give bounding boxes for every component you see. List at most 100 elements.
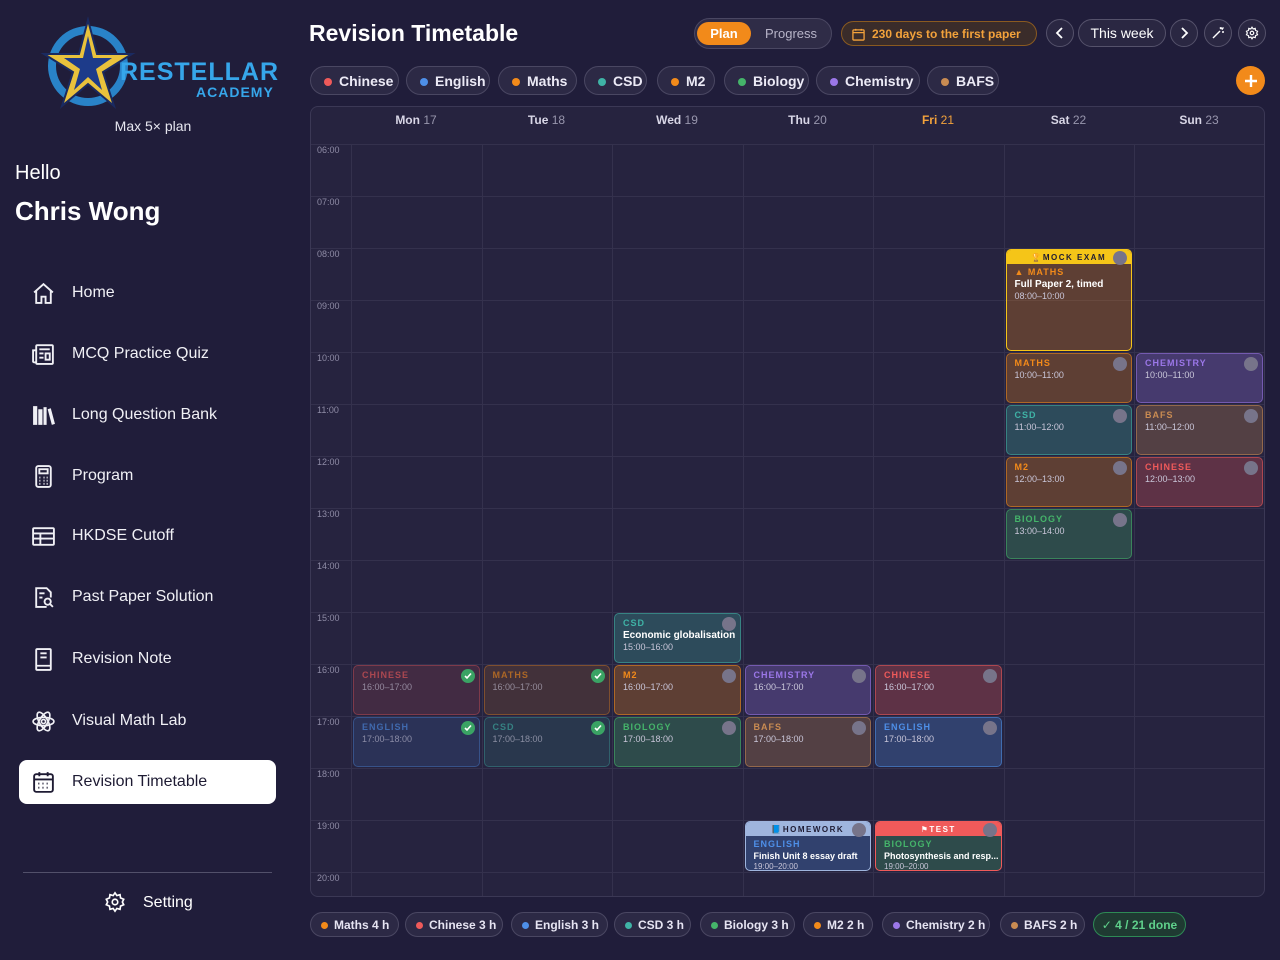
nav-item-hkdse-cutoff[interactable]: HKDSE Cutoff: [19, 514, 276, 558]
session-subject: CHINESE: [1145, 462, 1193, 472]
session-subject: ENGLISH: [362, 722, 410, 732]
column-divider: [742, 144, 744, 896]
nav-item-revision-note[interactable]: Revision Note: [19, 637, 276, 681]
nav-item-mcq-practice-quiz[interactable]: MCQ Practice Quiz: [19, 332, 276, 376]
session-time: 16:00–17:00: [362, 682, 413, 692]
nav-item-home[interactable]: Home: [19, 271, 276, 315]
complete-toggle[interactable]: [1243, 357, 1258, 371]
complete-toggle[interactable]: [852, 823, 866, 837]
completed-check[interactable]: [591, 669, 605, 683]
filter-chip-label: Maths: [527, 72, 568, 89]
session-chemistry[interactable]: CHEMISTRY 16:00–17:00: [744, 665, 871, 715]
nav-item-program[interactable]: Program: [19, 454, 276, 498]
filter-chip-maths[interactable]: Maths: [498, 66, 577, 95]
session-biology[interactable]: BIOLOGY 13:00–14:00: [1005, 509, 1132, 559]
complete-toggle[interactable]: [1113, 461, 1127, 475]
session-time: 11:00–12:00: [1145, 422, 1195, 432]
session-english[interactable]: ENGLISH 17:00–18:00: [875, 717, 1002, 767]
complete-toggle[interactable]: [721, 721, 736, 735]
session-chinese[interactable]: CHINESE 16:00–17:00: [875, 665, 1002, 715]
session-english[interactable]: 📘 HOMEWORK ENGLISH Finish Unit 8 essay dra…: [744, 821, 871, 871]
complete-toggle[interactable]: [852, 669, 866, 683]
day-name: Tue: [527, 113, 549, 127]
day-header-fri: Fri 21: [873, 113, 1003, 127]
session-m2[interactable]: M2 16:00–17:00: [614, 665, 741, 715]
subject-hours-chip: Chemistry 2 h: [882, 912, 990, 937]
completed-check[interactable]: [591, 721, 605, 735]
session-chinese[interactable]: CHINESE 12:00–13:00: [1136, 457, 1263, 507]
this-week-button[interactable]: This week: [1078, 19, 1166, 47]
filter-chip-csd[interactable]: CSD: [584, 66, 647, 95]
complete-toggle[interactable]: [1113, 409, 1127, 423]
session-type-label: TEST: [929, 824, 956, 834]
table-icon: [32, 527, 55, 546]
magic-wand-icon: [1212, 27, 1224, 39]
completed-check[interactable]: [460, 721, 475, 735]
nav-item-past-paper-solution[interactable]: Past Paper Solution: [19, 575, 276, 619]
session-subject: CSD: [623, 618, 646, 628]
nav-item-label: Visual Math Lab: [72, 712, 187, 729]
gear-icon: [105, 891, 125, 913]
session-csd[interactable]: CSD Economic globalisation 15:00–16:00: [614, 613, 741, 663]
progress-tab[interactable]: Progress: [764, 26, 818, 41]
hour-gridline: [311, 456, 1264, 457]
nav-item-long-question-bank[interactable]: Long Question Bank: [19, 393, 276, 437]
complete-toggle[interactable]: [721, 617, 736, 631]
completed-check[interactable]: [460, 669, 475, 683]
books-icon: [33, 406, 55, 425]
complete-toggle[interactable]: [982, 669, 997, 683]
filter-chip-chinese[interactable]: Chinese: [310, 66, 399, 95]
session-time: 17:00–18:00: [753, 734, 804, 744]
session-maths[interactable]: MATHS 16:00–17:00: [483, 665, 610, 715]
nav-item-revision-timetable[interactable]: Revision Timetable: [19, 760, 276, 804]
complete-toggle[interactable]: [1113, 513, 1127, 527]
nav-item-label: Past Paper Solution: [72, 588, 214, 605]
session-bafs[interactable]: BAFS 17:00–18:00: [744, 717, 871, 767]
complete-toggle[interactable]: [1243, 409, 1258, 423]
nav-item-visual-math-lab[interactable]: Visual Math Lab: [19, 699, 276, 743]
filter-chip-biology[interactable]: Biology: [724, 66, 809, 95]
session-maths[interactable]: MATHS 10:00–11:00: [1005, 353, 1132, 403]
subject-color-dot: [941, 78, 949, 86]
add-session-button[interactable]: [1236, 66, 1265, 95]
session-english[interactable]: ENGLISH 17:00–18:00: [353, 717, 480, 767]
complete-toggle[interactable]: [982, 823, 997, 837]
hour-label: 20:00: [317, 873, 340, 883]
session-type-banner: 📘 HOMEWORK: [745, 822, 870, 836]
complete-toggle[interactable]: [1243, 461, 1258, 475]
complete-toggle[interactable]: [1113, 251, 1127, 265]
session-maths[interactable]: 🏆 MOCK EXAM ▲ MATHS Full Paper 2, timed 08:…: [1005, 249, 1132, 351]
session-bafs[interactable]: BAFS 11:00–12:00: [1136, 405, 1263, 455]
session-chinese[interactable]: CHINESE 16:00–17:00: [353, 665, 480, 715]
session-csd[interactable]: CSD 17:00–18:00: [483, 717, 610, 767]
session-time: 10:00–11:00: [1145, 370, 1195, 380]
next-week-button[interactable]: [1170, 19, 1198, 47]
subject-hours-label: English 3 h: [535, 917, 600, 932]
session-biology[interactable]: BIOLOGY 17:00–18:00: [614, 717, 741, 767]
hour-label: 17:00: [317, 717, 340, 727]
plan-tab[interactable]: Plan: [697, 22, 751, 45]
academy-logo[interactable]: RESTELLAR ACADEMY: [40, 14, 278, 110]
session-subject: MATHS: [1014, 358, 1051, 368]
session-time: 19:00–20:00: [884, 862, 929, 871]
filter-chip-bafs[interactable]: BAFS: [927, 66, 999, 95]
gear-icon: [1245, 26, 1259, 40]
day-name: Mon: [395, 113, 420, 127]
complete-toggle[interactable]: [721, 669, 736, 683]
setting-button[interactable]: Setting: [104, 891, 224, 915]
session-csd[interactable]: CSD 11:00–12:00: [1005, 405, 1132, 455]
complete-toggle[interactable]: [852, 721, 866, 735]
session-chemistry[interactable]: CHEMISTRY 10:00–11:00: [1136, 353, 1263, 403]
filter-chip-chemistry[interactable]: Chemistry: [816, 66, 920, 95]
auto-plan-button[interactable]: [1204, 19, 1232, 47]
complete-toggle[interactable]: [982, 721, 997, 735]
session-biology[interactable]: ⚑ TEST BIOLOGY Photosynthesis and resp... 1…: [875, 821, 1002, 871]
prev-week-button[interactable]: [1046, 19, 1074, 47]
filter-chip-english[interactable]: English: [406, 66, 490, 95]
column-divider: [612, 144, 613, 896]
settings-button[interactable]: [1238, 19, 1266, 47]
complete-toggle[interactable]: [1113, 357, 1127, 371]
hour-gridline: [311, 820, 1264, 821]
session-m2[interactable]: M2 12:00–13:00: [1005, 457, 1132, 507]
filter-chip-m2[interactable]: M2: [657, 66, 715, 95]
